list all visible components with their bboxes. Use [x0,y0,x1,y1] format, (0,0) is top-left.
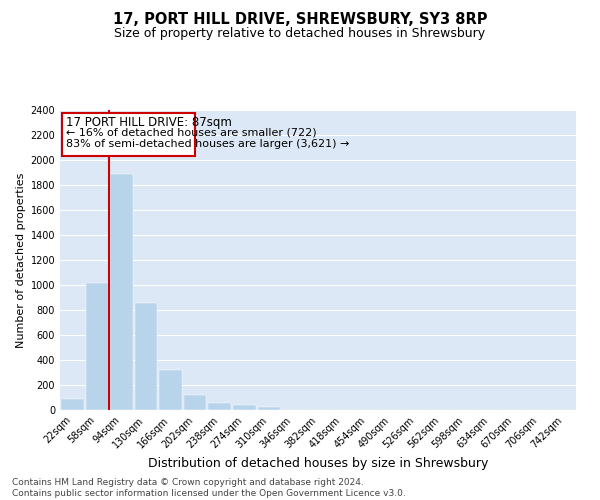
Bar [233,405,256,410]
Text: 17, PORT HILL DRIVE, SHREWSBURY, SY3 8RP: 17, PORT HILL DRIVE, SHREWSBURY, SY3 8RP [113,12,487,28]
Bar [86,282,108,410]
Bar [159,370,182,410]
Y-axis label: Number of detached properties: Number of detached properties [16,172,26,348]
Bar [110,174,133,410]
FancyBboxPatch shape [62,112,195,156]
Text: Size of property relative to detached houses in Shrewsbury: Size of property relative to detached ho… [115,28,485,40]
Bar [61,399,83,410]
Bar [134,302,157,410]
X-axis label: Distribution of detached houses by size in Shrewsbury: Distribution of detached houses by size … [148,456,488,469]
Bar [208,403,231,410]
Text: 17 PORT HILL DRIVE: 87sqm: 17 PORT HILL DRIVE: 87sqm [66,116,232,129]
Text: ← 16% of detached houses are smaller (722): ← 16% of detached houses are smaller (72… [66,128,317,138]
Bar [184,395,206,410]
Text: 83% of semi-detached houses are larger (3,621) →: 83% of semi-detached houses are larger (… [66,138,350,149]
Bar [257,407,280,410]
Text: Contains HM Land Registry data © Crown copyright and database right 2024.
Contai: Contains HM Land Registry data © Crown c… [12,478,406,498]
